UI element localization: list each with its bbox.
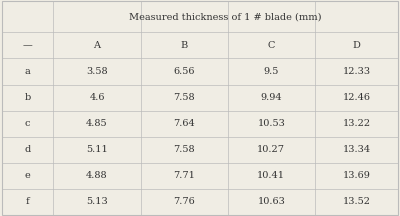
Text: 3.58: 3.58: [86, 67, 108, 76]
Text: d: d: [25, 145, 31, 154]
Text: f: f: [26, 197, 30, 206]
Text: e: e: [25, 171, 31, 180]
Text: A: A: [94, 41, 100, 50]
Text: 6.56: 6.56: [174, 67, 195, 76]
Text: 10.63: 10.63: [257, 197, 285, 206]
Text: b: b: [25, 93, 31, 102]
Text: C: C: [268, 41, 275, 50]
Text: c: c: [25, 119, 30, 128]
Text: 12.46: 12.46: [342, 93, 370, 102]
Text: Measured thickness of 1 # blade (mm): Measured thickness of 1 # blade (mm): [130, 12, 322, 21]
Text: 13.69: 13.69: [342, 171, 370, 180]
Text: B: B: [180, 41, 188, 50]
Text: 5.11: 5.11: [86, 145, 108, 154]
Text: 10.53: 10.53: [257, 119, 285, 128]
Text: 13.34: 13.34: [342, 145, 370, 154]
Text: D: D: [352, 41, 360, 50]
Text: 7.58: 7.58: [173, 145, 195, 154]
Text: —: —: [23, 41, 33, 50]
Text: 10.27: 10.27: [257, 145, 285, 154]
Text: 12.33: 12.33: [342, 67, 370, 76]
Text: 9.94: 9.94: [260, 93, 282, 102]
Text: a: a: [25, 67, 31, 76]
Text: 9.5: 9.5: [264, 67, 279, 76]
Text: 7.71: 7.71: [173, 171, 195, 180]
Text: 7.64: 7.64: [173, 119, 195, 128]
Text: 4.6: 4.6: [89, 93, 105, 102]
Text: 13.22: 13.22: [342, 119, 370, 128]
Text: 4.88: 4.88: [86, 171, 108, 180]
Text: 7.76: 7.76: [173, 197, 195, 206]
Text: 10.41: 10.41: [257, 171, 285, 180]
Text: 4.85: 4.85: [86, 119, 108, 128]
Text: 5.13: 5.13: [86, 197, 108, 206]
Text: 7.58: 7.58: [173, 93, 195, 102]
Text: 13.52: 13.52: [342, 197, 370, 206]
